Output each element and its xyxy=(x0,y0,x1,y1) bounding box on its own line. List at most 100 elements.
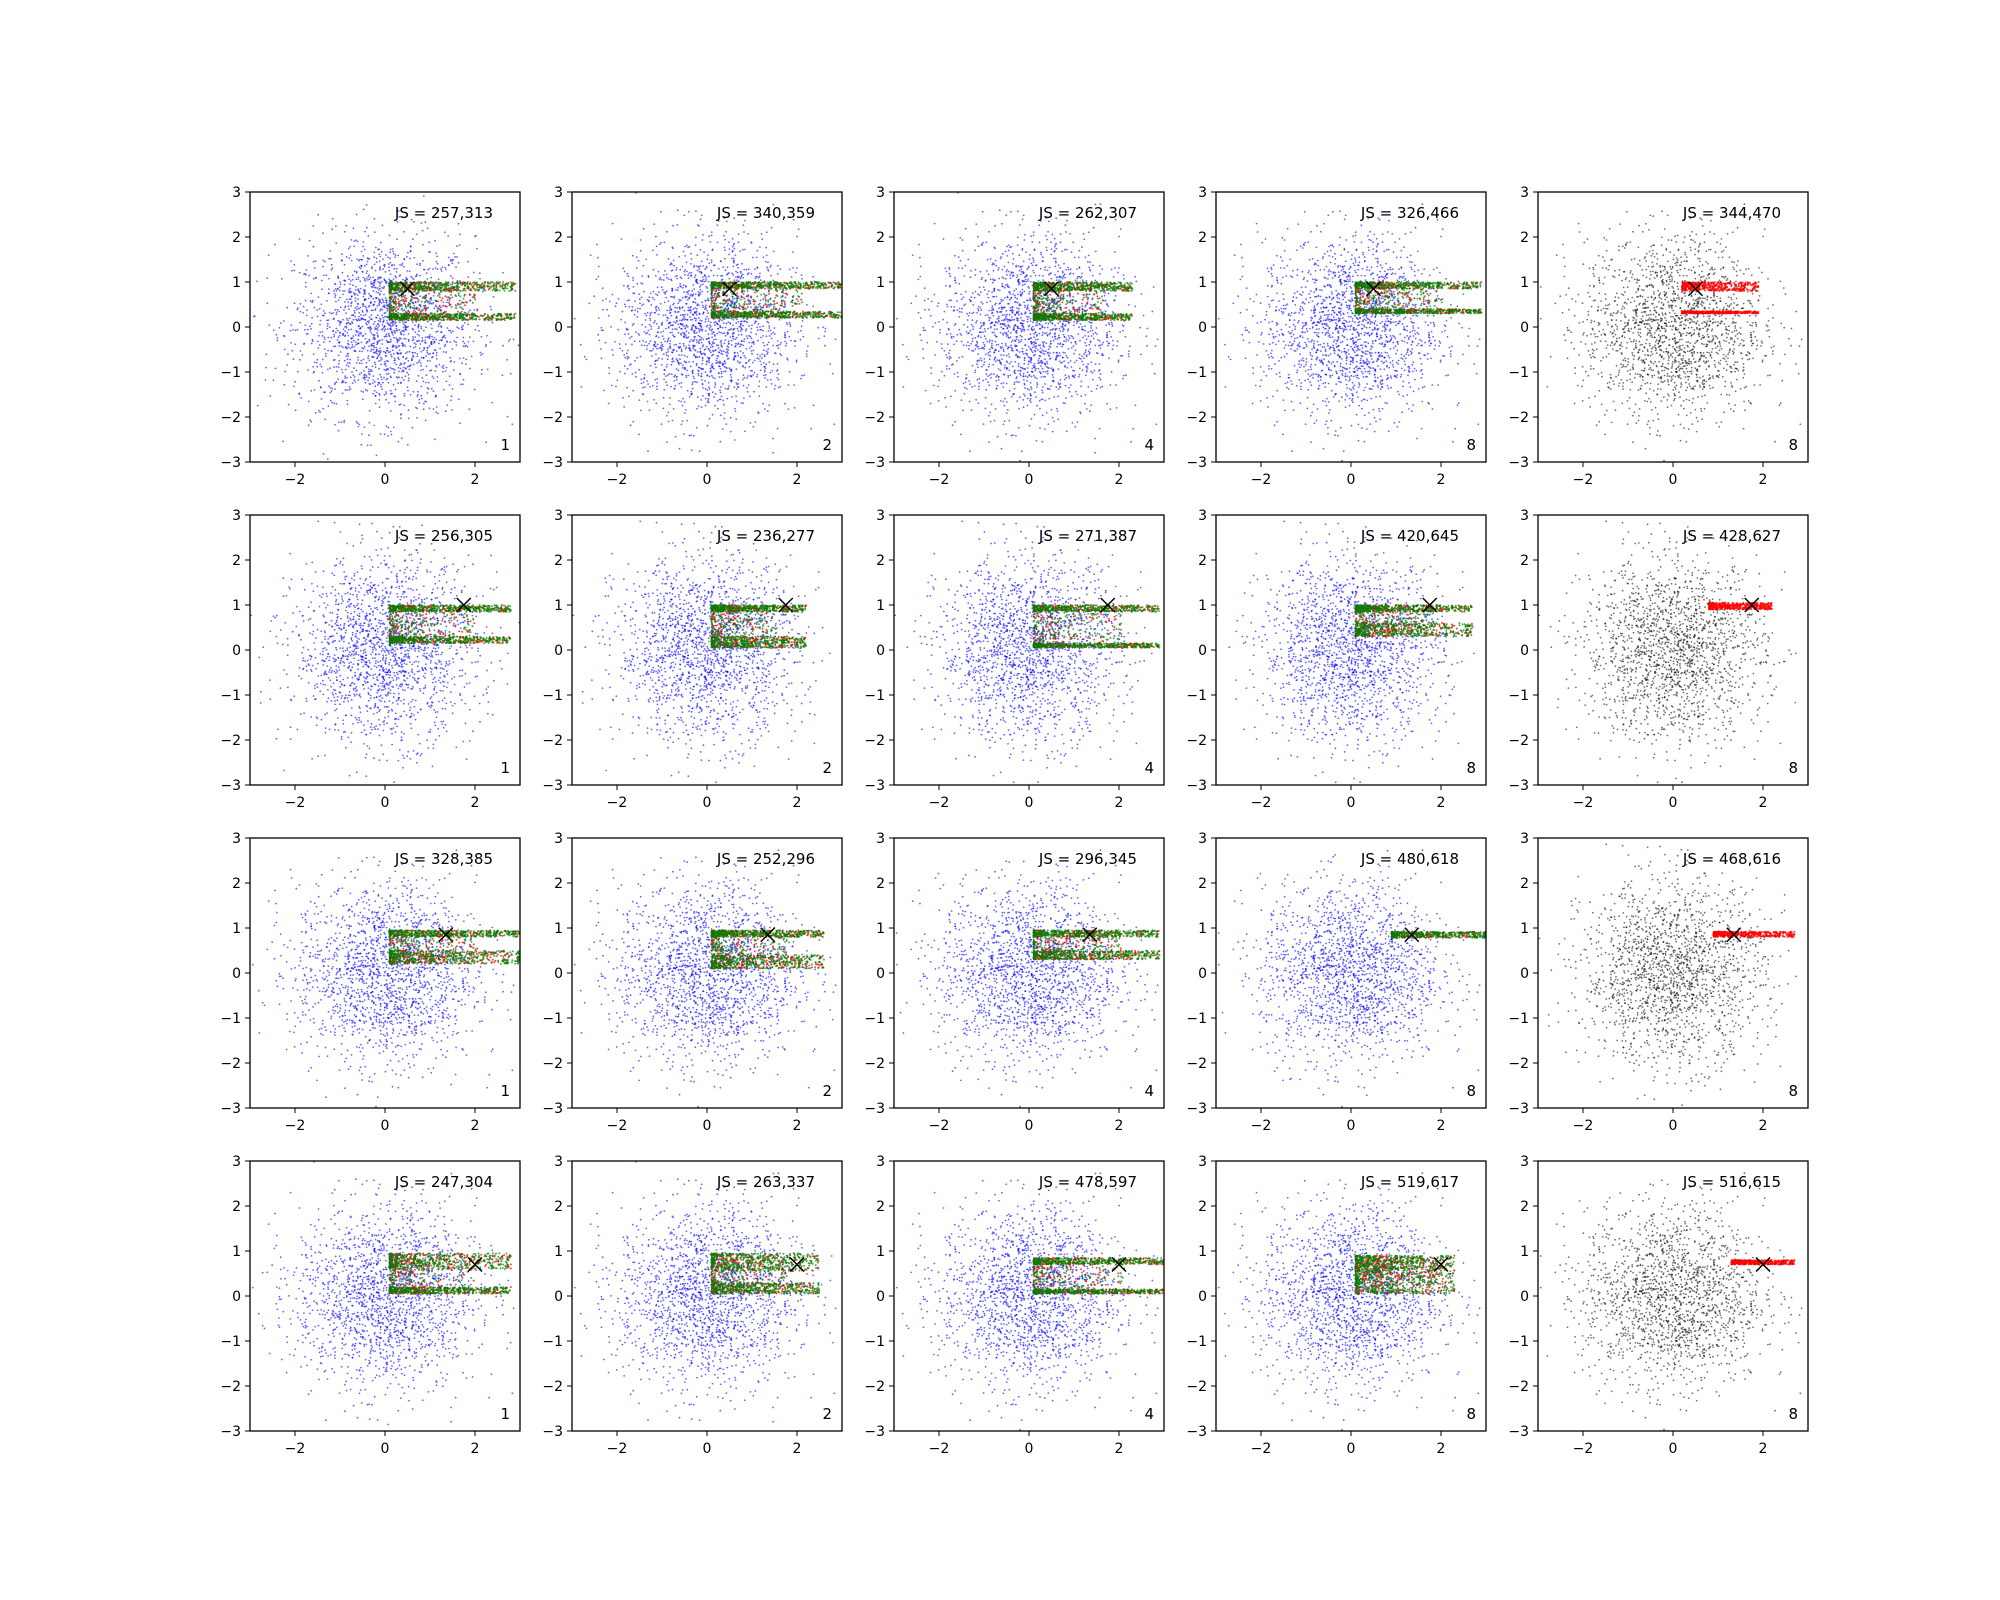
data-point xyxy=(370,267,373,270)
data-point xyxy=(650,328,653,330)
data-point xyxy=(739,343,742,346)
data-point xyxy=(390,376,392,379)
data-point xyxy=(446,317,449,320)
data-point xyxy=(413,309,415,312)
data-point xyxy=(732,324,734,327)
data-point xyxy=(367,275,370,278)
data-point xyxy=(450,395,453,398)
data-point xyxy=(696,314,698,316)
data-point xyxy=(433,291,436,294)
data-point xyxy=(426,349,428,352)
data-point xyxy=(373,251,376,254)
data-point xyxy=(770,383,773,385)
data-point xyxy=(390,331,393,334)
data-point xyxy=(328,326,331,328)
data-point xyxy=(325,319,328,322)
data-point xyxy=(753,390,755,393)
data-point xyxy=(431,375,434,378)
data-point xyxy=(433,286,436,288)
data-point xyxy=(680,354,683,356)
data-point xyxy=(310,322,313,325)
data-point xyxy=(478,272,481,275)
corner-label: 1 xyxy=(500,436,510,454)
data-point xyxy=(607,402,610,405)
data-point xyxy=(389,261,392,264)
data-point xyxy=(772,279,775,282)
data-point xyxy=(756,275,759,278)
data-point xyxy=(695,210,697,213)
data-point xyxy=(368,345,371,348)
data-point xyxy=(708,342,711,345)
data-point xyxy=(395,346,398,349)
data-point xyxy=(391,349,394,352)
data-point xyxy=(511,423,514,426)
data-point xyxy=(400,332,402,335)
data-point xyxy=(412,278,415,281)
data-point xyxy=(759,305,762,307)
data-point xyxy=(376,305,379,307)
data-point xyxy=(398,349,401,352)
data-point xyxy=(368,359,371,362)
data-point xyxy=(391,318,393,321)
data-point xyxy=(506,358,509,361)
data-point xyxy=(387,351,390,354)
data-point xyxy=(399,299,402,302)
data-point xyxy=(300,397,302,399)
data-point xyxy=(341,379,344,382)
data-point xyxy=(500,318,503,321)
data-point xyxy=(424,381,427,384)
data-point xyxy=(721,319,723,322)
data-point xyxy=(701,383,704,386)
data-point xyxy=(425,326,427,329)
data-point xyxy=(716,224,719,227)
data-point xyxy=(583,355,586,358)
data-point xyxy=(407,340,410,343)
data-point xyxy=(708,388,711,390)
data-point xyxy=(765,350,768,353)
data-point xyxy=(724,249,726,252)
data-point xyxy=(649,340,652,343)
data-point xyxy=(284,370,287,373)
data-point xyxy=(427,284,430,287)
data-point xyxy=(443,231,446,234)
data-point xyxy=(682,317,685,319)
data-point xyxy=(322,453,325,455)
data-point xyxy=(467,341,470,343)
data-point xyxy=(390,304,393,307)
data-point xyxy=(467,281,469,284)
data-point xyxy=(728,241,730,244)
data-point xyxy=(415,406,417,409)
data-point xyxy=(762,256,765,259)
data-point xyxy=(440,291,443,294)
data-point xyxy=(266,302,269,305)
data-point xyxy=(441,297,444,300)
data-point xyxy=(698,268,701,270)
data-point xyxy=(733,358,735,361)
data-point xyxy=(694,380,696,383)
data-point xyxy=(727,321,730,324)
data-point xyxy=(482,289,485,291)
data-point xyxy=(356,330,359,333)
data-point xyxy=(364,298,367,301)
data-point xyxy=(491,289,494,292)
data-point xyxy=(411,321,414,323)
data-point xyxy=(414,351,416,354)
data-point xyxy=(330,390,333,392)
data-point xyxy=(784,344,787,347)
data-point xyxy=(670,373,673,376)
data-point xyxy=(327,368,329,371)
data-point xyxy=(340,306,342,309)
data-point xyxy=(752,289,754,291)
data-point xyxy=(355,308,358,311)
data-point xyxy=(765,231,768,234)
data-point xyxy=(701,362,704,365)
data-point xyxy=(331,217,334,220)
data-point xyxy=(367,322,370,324)
data-point xyxy=(723,234,725,237)
data-point xyxy=(423,348,426,350)
data-point xyxy=(440,270,443,272)
data-point xyxy=(719,398,722,401)
data-point xyxy=(420,364,422,367)
y-tick-label: −2 xyxy=(220,410,241,426)
data-point xyxy=(757,358,760,360)
